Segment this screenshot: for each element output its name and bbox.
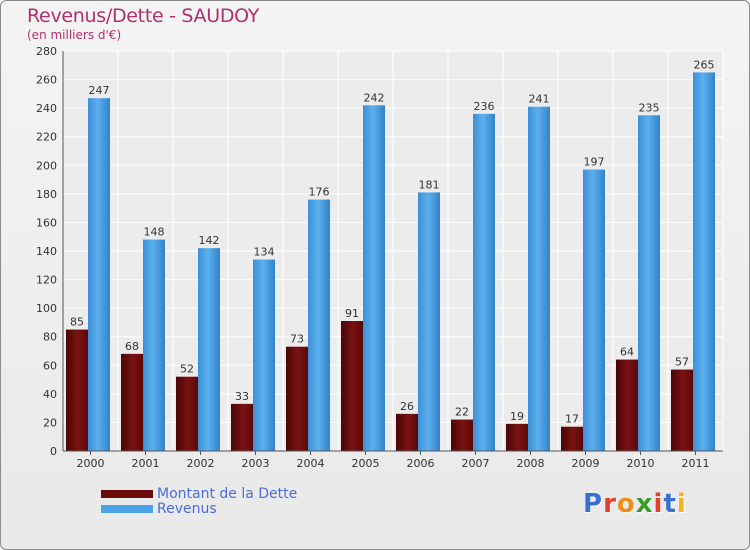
logo-letter: P [583, 489, 604, 519]
data-label-revenus: 134 [254, 246, 275, 259]
data-label-debt: 22 [455, 406, 469, 419]
grid-lines [62, 50, 724, 452]
bar-revenus [253, 259, 275, 451]
data-label-debt: 64 [620, 346, 634, 359]
data-label-debt: 68 [125, 340, 139, 353]
y-tick-label: 280 [36, 45, 57, 58]
data-label-debt: 52 [180, 363, 194, 376]
x-tick-label: 2001 [132, 457, 160, 470]
x-tick-label: 2006 [407, 457, 435, 470]
data-labels: 85 247 68 148 52 142 33 134 73 176 91 242 26 181 22 236… [70, 58, 715, 425]
logo-letter: o [616, 489, 636, 519]
bar-revenus [583, 169, 605, 452]
y-tick-label: 100 [36, 302, 57, 315]
bar-revenus [308, 199, 330, 451]
bar-debt [341, 321, 363, 451]
bar-revenus [143, 239, 165, 451]
bar-debt [396, 413, 418, 451]
logo-letter: t [663, 489, 677, 519]
x-tick-label: 2002 [187, 457, 215, 470]
data-label-revenus: 235 [639, 101, 660, 114]
data-label-revenus: 176 [309, 186, 330, 199]
data-label-revenus: 181 [419, 178, 440, 191]
x-tick-label: 2007 [462, 457, 490, 470]
logo-letter: x [635, 489, 654, 519]
y-tick-label: 40 [43, 388, 57, 401]
data-label-debt: 91 [345, 307, 359, 320]
bar-revenus [473, 113, 495, 451]
x-tick-label: 2011 [682, 457, 710, 470]
x-tick-label: 2003 [242, 457, 270, 470]
y-tick-label: 260 [36, 74, 57, 87]
x-tick-label: 2004 [297, 457, 325, 470]
x-tick-label: 2005 [352, 457, 380, 470]
y-tick-label: 180 [36, 188, 57, 201]
data-label-revenus: 242 [364, 91, 385, 104]
data-label-revenus: 148 [144, 226, 165, 239]
bar-debt [561, 426, 583, 451]
x-tick-label: 2009 [572, 457, 600, 470]
bars [66, 72, 715, 452]
logo-letter: i [653, 489, 664, 519]
bar-debt [121, 353, 143, 451]
legend-label-debt: Montant de la Dette [157, 486, 298, 502]
x-tick-label: 2000 [77, 457, 105, 470]
bar-revenus [528, 106, 550, 451]
legend-swatch-debt [101, 490, 153, 498]
data-label-revenus: 241 [529, 93, 550, 106]
bar-debt [616, 359, 638, 451]
data-label-revenus: 142 [199, 234, 220, 247]
y-tick-label: 140 [36, 245, 57, 258]
bar-revenus [638, 115, 660, 452]
y-tick-label: 20 [43, 416, 57, 429]
axes: 0 20 40 60 80 100 120 140 160 180 200 220 240 260 280 2… [36, 45, 723, 470]
bar-debt [66, 329, 88, 451]
y-tick-label: 240 [36, 102, 57, 115]
y-tick-label: 160 [36, 216, 57, 229]
chart-subtitle: (en milliers d'€) [27, 28, 122, 42]
y-tick-label: 200 [36, 159, 57, 172]
bar-debt [231, 403, 253, 451]
bar-revenus [198, 248, 220, 451]
legend-swatch-revenus [101, 505, 153, 513]
data-label-debt: 33 [235, 390, 249, 403]
data-label-debt: 73 [290, 333, 304, 346]
y-tick-label: 120 [36, 274, 57, 287]
bar-debt [451, 419, 473, 451]
data-label-debt: 19 [510, 410, 524, 423]
y-tick-label: 80 [43, 331, 57, 344]
bar-revenus [363, 105, 385, 452]
data-label-debt: 26 [400, 400, 414, 413]
data-label-revenus: 236 [474, 100, 495, 113]
bar-revenus [418, 192, 440, 451]
data-label-debt: 57 [675, 356, 689, 369]
data-label-debt: 85 [70, 316, 84, 329]
y-tick-label: 220 [36, 131, 57, 144]
data-label-debt: 17 [565, 413, 579, 426]
bar-revenus [88, 98, 110, 452]
x-tick-label: 2010 [627, 457, 655, 470]
legend-label-revenus: Revenus [157, 501, 217, 517]
bar-debt [286, 346, 308, 451]
y-tick-label: 0 [50, 445, 57, 458]
bar-debt [506, 423, 528, 451]
data-label-revenus: 265 [694, 58, 715, 71]
bar-debt [176, 376, 198, 451]
logo-letter: i [676, 489, 687, 519]
y-tick-label: 60 [43, 359, 57, 372]
x-tick-label: 2008 [517, 457, 545, 470]
logo-letter: r [603, 489, 617, 519]
bar-revenus [693, 72, 715, 451]
chart-title: Revenus/Dette - SAUDOY [27, 5, 260, 27]
data-label-revenus: 197 [584, 156, 605, 169]
bar-debt [671, 369, 693, 451]
proxiti-logo: Proxiti [583, 489, 687, 519]
data-label-revenus: 247 [89, 84, 110, 97]
